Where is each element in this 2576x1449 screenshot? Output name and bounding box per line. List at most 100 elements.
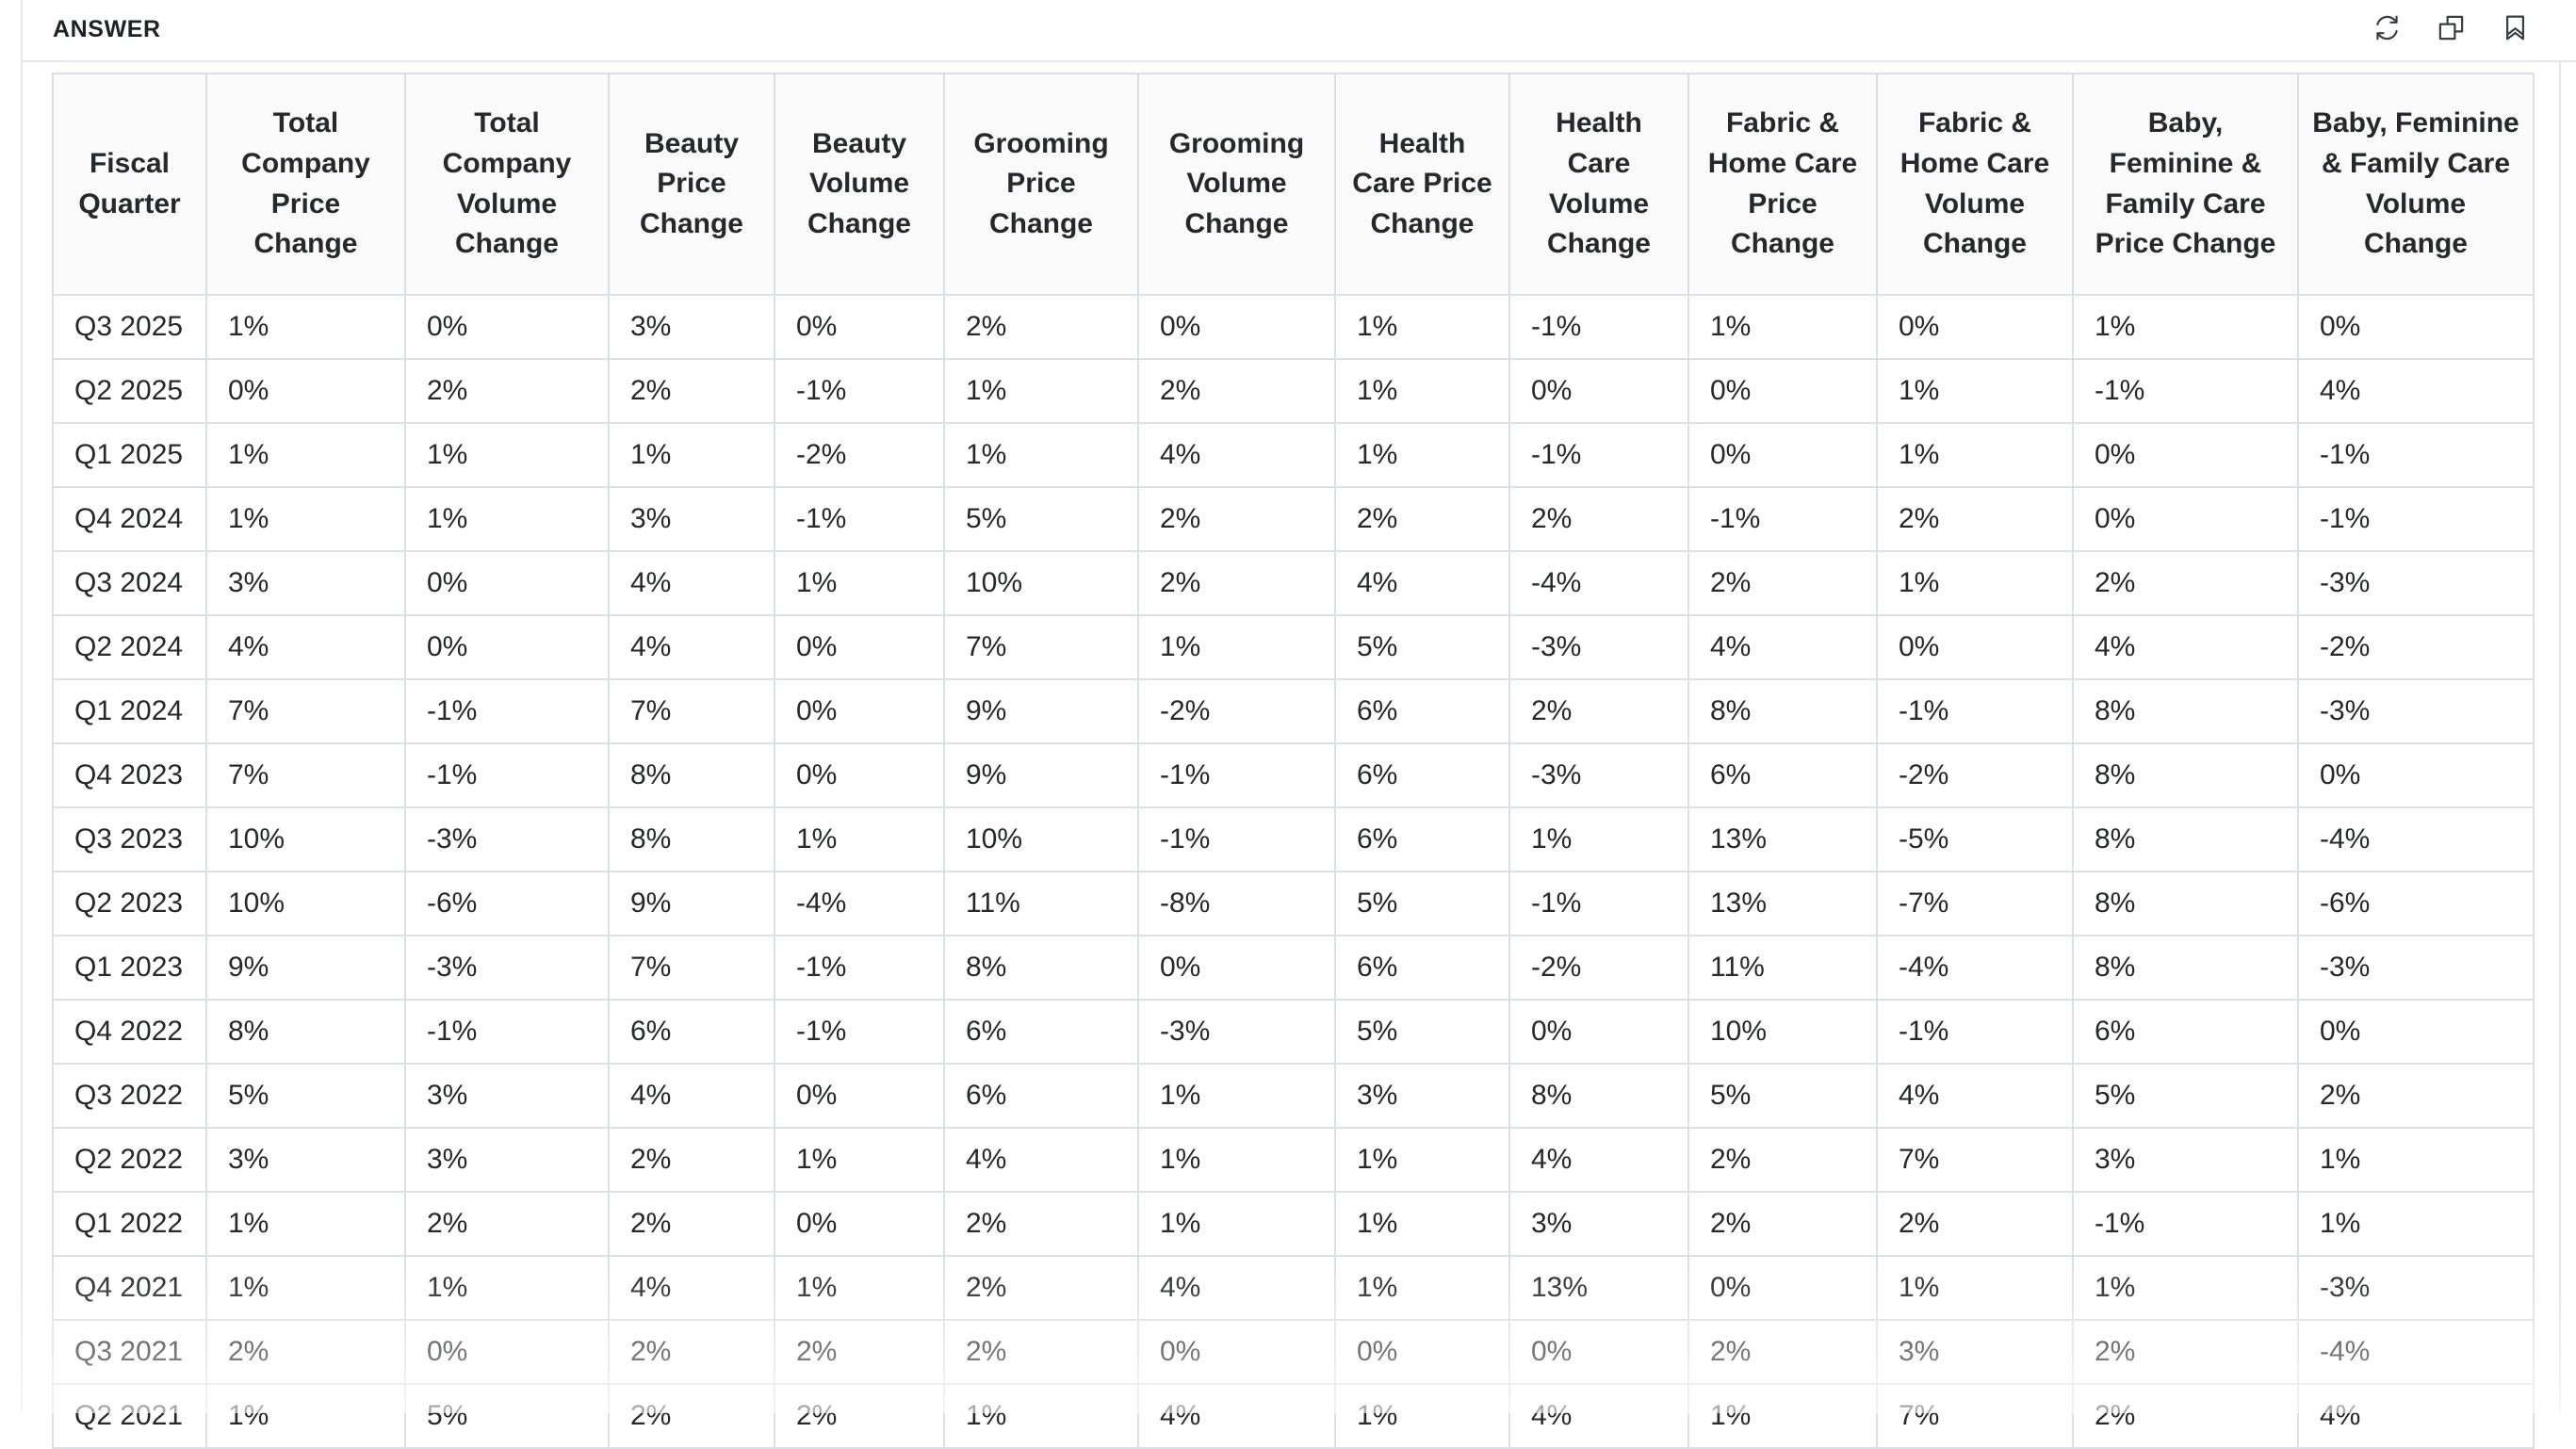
value-cell: 4% [608,614,775,680]
value-cell: 3% [1508,1191,1689,1257]
value-cell: 2% [1687,550,1878,616]
value-cell: 3% [205,1127,406,1193]
value-cell: 1% [205,1191,406,1257]
column-header: Beauty Volume Change [774,73,945,296]
value-cell: -1% [1508,871,1689,936]
value-cell: 2% [943,1191,1139,1257]
fiscal-quarter-cell: Q2 2022 [52,1127,207,1193]
value-cell: 3% [205,550,406,616]
value-cell: 10% [943,806,1139,872]
value-cell: 1% [943,358,1139,424]
fiscal-quarter-cell: Q4 2024 [52,486,207,552]
value-cell: 2% [774,1383,945,1449]
value-cell: -3% [2297,935,2535,1001]
table-row: Q4 2024 1% 1% 3% -1% 5% 2% 2% 2% -1% 2% 0% -1% [52,486,2535,552]
value-cell: 7% [205,678,406,744]
value-cell: 2% [608,358,775,424]
value-cell: 5% [205,1063,406,1129]
value-cell: 1% [1876,358,2074,424]
fiscal-quarter-cell: Q3 2024 [52,550,207,616]
value-cell: 4% [1334,550,1510,616]
value-cell: 11% [943,871,1139,936]
value-cell: 0% [2297,999,2535,1065]
value-cell: 1% [774,1127,945,1193]
value-cell: -1% [1876,999,2074,1065]
value-cell: 10% [205,871,406,936]
bookmark-button[interactable] [2495,8,2535,50]
value-cell: 1% [1137,1063,1336,1129]
value-cell: 0% [1508,1319,1689,1385]
fiscal-quarter-cell: Q1 2024 [52,678,207,744]
value-cell: 1% [2297,1127,2535,1193]
value-cell: -1% [774,999,945,1065]
value-cell: 0% [1687,358,1878,424]
bookmark-icon [2501,13,2530,45]
table-row: Q1 2023 9% -3% 7% -1% 8% 0% 6% -2% 11% -4% 8% -3% [52,935,2535,1001]
table-row: Q3 2023 10% -3% 8% 1% 10% -1% 6% 1% 13% -5% 8% -4% [52,806,2535,872]
value-cell: 3% [2072,1127,2299,1193]
table-row: Q4 2023 7% -1% 8% 0% 9% -1% 6% -3% 6% -2% 8% 0% [52,742,2535,808]
value-cell: 1% [608,422,775,488]
value-cell: 1% [2072,294,2299,360]
value-cell: 2% [1508,678,1689,744]
value-cell: 5% [2072,1063,2299,1129]
value-cell: 1% [1334,422,1510,488]
value-cell: 0% [1137,1319,1336,1385]
value-cell: 2% [1334,486,1510,552]
value-cell: -3% [2297,1255,2535,1321]
value-cell: 4% [1876,1063,2074,1129]
table-row: Q3 2021 2% 0% 2% 2% 2% 0% 0% 0% 2% 3% 2% -4% [52,1319,2535,1385]
value-cell: 2% [608,1383,775,1449]
value-cell: -3% [2297,678,2535,744]
value-cell: 6% [943,999,1139,1065]
copy-icon [2437,13,2466,45]
value-cell: 2% [1137,486,1336,552]
page-title: ANSWER [53,16,161,42]
value-cell: 4% [1508,1127,1689,1193]
column-header: Health Care Volume Change [1508,73,1689,296]
value-cell: 0% [774,1063,945,1129]
value-cell: 3% [404,1063,610,1129]
value-cell: 3% [1876,1319,2074,1385]
value-cell: 6% [1334,742,1510,808]
value-cell: -2% [1876,742,2074,808]
value-cell: -6% [404,871,610,936]
fiscal-quarter-cell: Q2 2025 [52,358,207,424]
answer-table: Fiscal Quarter Total Company Price Change… [52,73,2535,1449]
value-cell: 2% [1876,1191,2074,1257]
value-cell: 1% [1687,1383,1878,1449]
value-cell: 4% [608,1255,775,1321]
table-row: Q3 2024 3% 0% 4% 1% 10% 2% 4% -4% 2% 1% 2% -3% [52,550,2535,616]
value-cell: -4% [2297,806,2535,872]
value-cell: 5% [943,486,1139,552]
column-header: Grooming Volume Change [1137,73,1336,296]
column-header: Health Care Price Change [1334,73,1510,296]
value-cell: 6% [2072,999,2299,1065]
table-row: Q2 2025 0% 2% 2% -1% 1% 2% 1% 0% 0% 1% -1% 4% [52,358,2535,424]
value-cell: 2% [1876,486,2074,552]
value-cell: 9% [943,678,1139,744]
fiscal-quarter-cell: Q2 2024 [52,614,207,680]
copy-button[interactable] [2431,8,2470,50]
value-cell: 6% [1334,935,1510,1001]
value-cell: 2% [608,1319,775,1385]
value-cell: 4% [1137,422,1336,488]
value-cell: 2% [1137,358,1336,424]
value-cell: 0% [774,1191,945,1257]
value-cell: 4% [2072,614,2299,680]
value-cell: 0% [404,294,610,360]
value-cell: 7% [205,742,406,808]
value-cell: 8% [608,742,775,808]
value-cell: -1% [404,999,610,1065]
value-cell: 0% [404,1319,610,1385]
value-cell: 4% [2297,1383,2535,1449]
value-cell: 5% [1334,614,1510,680]
value-cell: -2% [2297,614,2535,680]
value-cell: 0% [1876,294,2074,360]
value-cell: -1% [404,678,610,744]
value-cell: 13% [1508,1255,1689,1321]
value-cell: 8% [2072,806,2299,872]
refresh-button[interactable] [2367,8,2406,50]
column-header: Fabric & Home Care Volume Change [1876,73,2074,296]
value-cell: 1% [1334,294,1510,360]
